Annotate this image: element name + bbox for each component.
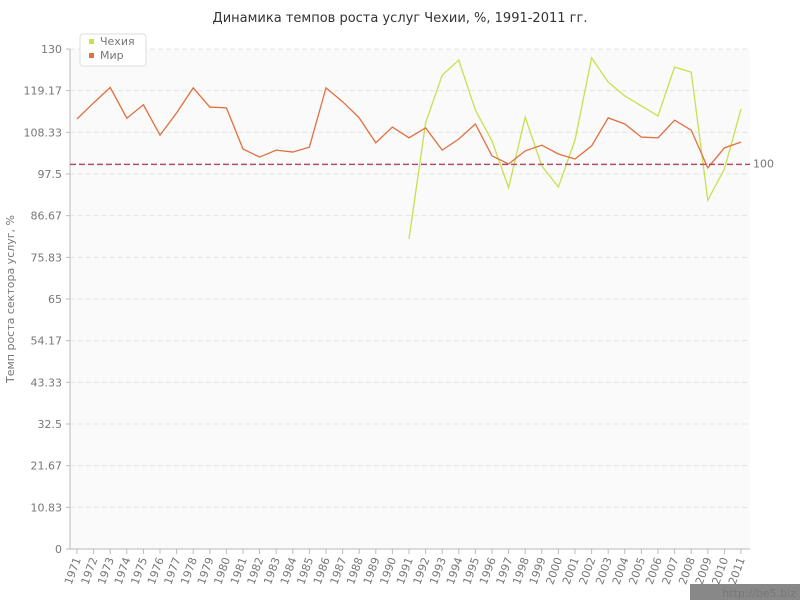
- legend-label: Мир: [100, 49, 124, 62]
- legend-swatch: [89, 53, 94, 58]
- watermark: http://be5.biz: [722, 587, 796, 600]
- watermark-bg: [690, 584, 800, 600]
- y-tick-label: 10.83: [31, 501, 63, 514]
- legend-swatch: [89, 39, 94, 44]
- y-tick-label: 0: [55, 543, 62, 556]
- y-tick-label: 119.17: [24, 85, 63, 98]
- legend-label: Чехия: [100, 35, 135, 48]
- y-tick-label: 86.67: [31, 210, 63, 223]
- y-tick-label: 97.5: [38, 168, 63, 181]
- y-axis-label: Темп роста сектора услуг, %: [4, 215, 17, 384]
- y-tick-label: 32.5: [38, 418, 63, 431]
- y-tick-label: 130: [41, 43, 62, 56]
- y-tick-label: 54.17: [31, 335, 63, 348]
- series-line: [408, 56, 742, 240]
- y-tick-label: 21.67: [31, 460, 63, 473]
- y-tick-label: 75.83: [31, 251, 63, 264]
- legend-box: [79, 33, 147, 67]
- y-tick-label: 43.33: [31, 376, 63, 389]
- y-tick-label: 65: [48, 293, 62, 306]
- reference-label: 100: [753, 157, 774, 170]
- series-line: [76, 86, 742, 170]
- chart-title: Динамика темпов роста услуг Чехии, %, 19…: [213, 11, 588, 26]
- y-tick-label: 108.33: [24, 126, 63, 139]
